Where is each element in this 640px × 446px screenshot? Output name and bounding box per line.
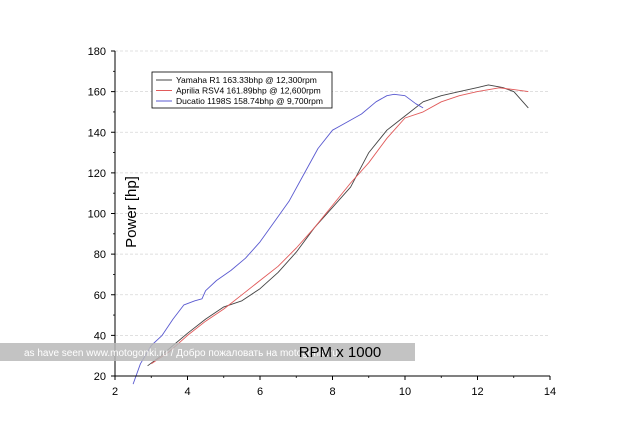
axes: 20 40 60 80 100 120 140 160 180 2 4 6 8 10 12 14 [88, 46, 556, 398]
x-tick-label: 2 [112, 386, 118, 398]
y-axis-title: Power [hp] [123, 176, 140, 248]
series-layer [132, 84, 529, 385]
watermark-text: as have seen www.motogonki.ru / Добро по… [24, 347, 338, 359]
x-tick-label: 14 [544, 386, 556, 398]
x-axis-title: RPM x 1000 [299, 344, 382, 361]
y-tick-label: 60 [94, 290, 106, 302]
y-tick-label: 40 [94, 330, 106, 342]
legend-entry-1: Aprilia RSV4 161.89bhp @ 12,600rpm [176, 86, 321, 96]
series-line-0 [147, 84, 529, 367]
y-tick-label: 120 [88, 168, 106, 180]
legend-entry-2: Ducatio 1198S 158.74bhp @ 9,700rpm [176, 96, 323, 106]
x-tick-label: 4 [184, 386, 190, 398]
y-tick-label: 80 [94, 249, 106, 261]
y-tick-label: 140 [88, 127, 106, 139]
y-tick-label: 160 [88, 87, 106, 99]
x-tick-label: 12 [471, 386, 483, 398]
series-line-2 [132, 93, 424, 385]
legend-entry-0: Yamaha R1 163.33bhp @ 12,300rpm [176, 75, 317, 85]
y-tick-label: 180 [88, 46, 106, 58]
x-tick-label: 8 [329, 386, 335, 398]
legend-box [151, 71, 333, 109]
y-tick-label: 20 [94, 371, 106, 383]
series-line-1 [151, 87, 529, 365]
watermark-band-bg [0, 343, 415, 361]
x-tick-label: 6 [257, 386, 263, 398]
y-tick-label: 100 [88, 209, 106, 221]
x-tick-label: 10 [399, 386, 411, 398]
watermark-band: as have seen www.motogonki.ru / Добро по… [0, 343, 415, 361]
